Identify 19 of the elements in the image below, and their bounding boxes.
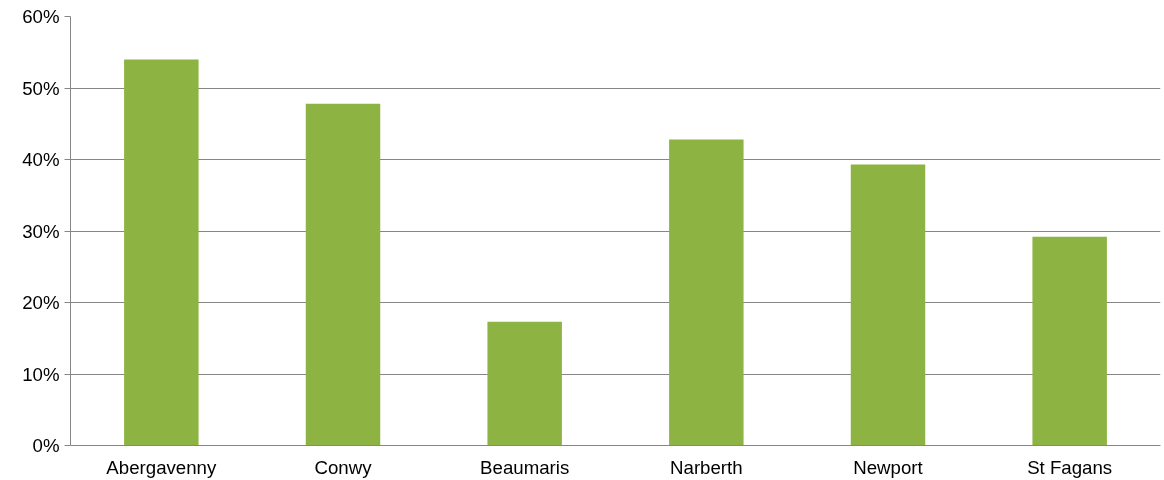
- bar: [487, 321, 562, 446]
- bar: [124, 59, 199, 446]
- y-tick-label: 0%: [32, 435, 60, 456]
- x-tick-label: Conwy: [314, 456, 373, 478]
- x-tick-label: Newport: [853, 456, 924, 478]
- x-tick-label: Narberth: [670, 456, 743, 478]
- bar: [669, 139, 744, 446]
- x-tick-label: Beaumaris: [480, 456, 570, 478]
- y-tick-label: 10%: [22, 363, 60, 385]
- x-tick-label: Abergavenny: [106, 456, 217, 478]
- y-tick-label: 60%: [22, 6, 60, 27]
- bar: [1032, 236, 1107, 446]
- bar: [305, 103, 381, 446]
- y-tick-label: 20%: [22, 292, 60, 313]
- y-tick-label: 30%: [22, 220, 60, 242]
- y-tick-label: 40%: [22, 149, 60, 170]
- bar: [850, 164, 926, 446]
- x-tick-label: St Fagans: [1027, 456, 1113, 478]
- y-tick-label: 50%: [22, 77, 60, 99]
